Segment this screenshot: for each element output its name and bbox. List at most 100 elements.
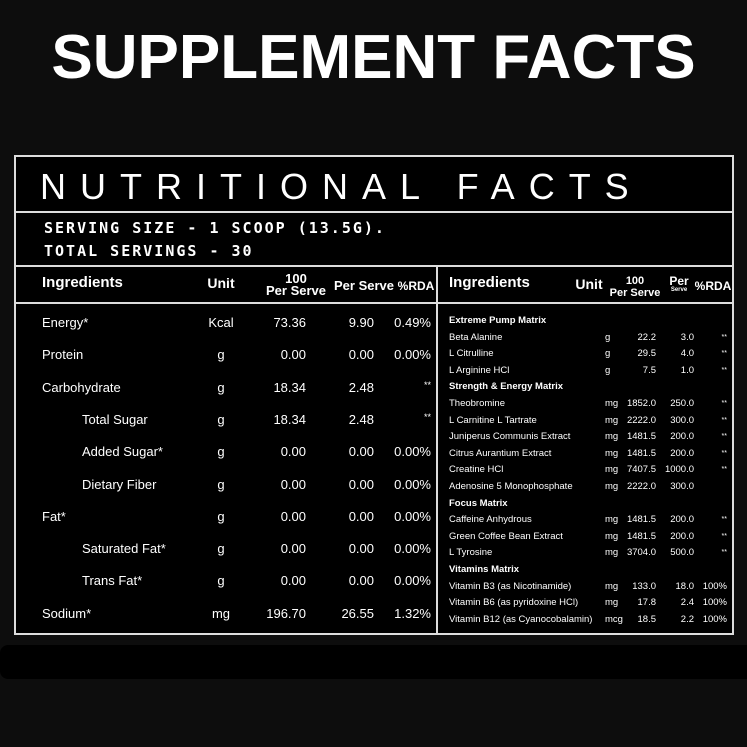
per-serve: 0.00 xyxy=(348,508,374,524)
table-row: L Arginine HCl g 7.5 1.0 ** xyxy=(16,365,732,379)
unit: mg xyxy=(605,597,619,609)
per-100: 0.00 xyxy=(280,476,306,492)
ingredient-name: Adenosine 5 Monophosphate xyxy=(449,481,573,492)
table-row: Fat* g 0.00 0.00 0.00% xyxy=(16,509,436,529)
rda: ** xyxy=(423,411,431,422)
divider xyxy=(16,302,732,304)
unit: g xyxy=(605,348,611,360)
ingredient-name: Energy* xyxy=(42,315,89,330)
rda: ** xyxy=(721,350,727,358)
per-100: 22.2 xyxy=(637,331,657,343)
rda: ** xyxy=(721,366,727,374)
per-serve: 300.0 xyxy=(670,414,694,426)
rda: 0.00% xyxy=(394,476,431,492)
divider xyxy=(16,211,732,213)
per-100: 196.70 xyxy=(266,605,306,621)
per-100: 1852.0 xyxy=(626,398,656,409)
ingredient-name: Added Sugar* xyxy=(82,444,163,460)
per-100: 133.0 xyxy=(632,580,656,592)
table-row: L Tyrosine mg 3704.0 500.0 ** xyxy=(16,547,732,561)
per-serve: 0.00 xyxy=(348,573,374,589)
section-title: Vitamins Matrix xyxy=(449,564,520,575)
ingredient-name: L Citrulline xyxy=(449,348,494,360)
table-row: Total Sugar g 18.34 2.48 ** xyxy=(16,412,436,432)
table-row: Sodium* mg 196.70 26.55 1.32% xyxy=(16,606,436,626)
table-row: Vitamin B12 (as Cyanocobalamin) mcg 18.5 2.… xyxy=(16,614,732,628)
rda: ** xyxy=(721,516,727,524)
ingredient-name: Total Sugar xyxy=(82,411,148,427)
ingredient-name: L Tyrosine xyxy=(449,547,493,559)
ingredient-name: Green Coffee Bean Extract xyxy=(449,530,563,542)
per-100: 7407.5 xyxy=(626,464,656,476)
per-serve: 9.90 xyxy=(348,315,374,330)
ingredient-name: Theobromine xyxy=(449,398,505,409)
section-title: Strength & Energy Matrix xyxy=(449,381,564,393)
rda: 0.49% xyxy=(394,315,431,330)
table-row: Dietary Fiber g 0.00 0.00 0.00% xyxy=(16,477,436,497)
per-100: 0.00 xyxy=(280,444,306,460)
per100-bottom: Per Serve xyxy=(266,283,326,298)
unit: mg xyxy=(605,464,619,476)
ingredient-name: Beta Alanine xyxy=(449,331,503,343)
unit: mg xyxy=(605,514,619,526)
per-serve: 2.4 xyxy=(680,597,694,609)
ingredient-name: L Arginine HCl xyxy=(449,364,510,376)
rda: ** xyxy=(721,449,727,457)
ingredient-name: Citrus Aurantium Extract xyxy=(449,447,552,459)
per-100: 1481.5 xyxy=(626,514,656,526)
per-100: 0.00 xyxy=(280,347,306,363)
ingredient-name: Trans Fat* xyxy=(82,573,143,589)
rda: 0.00% xyxy=(394,347,431,363)
rda: 0.00% xyxy=(394,573,431,589)
unit: g xyxy=(605,364,611,376)
per100-top: 100 xyxy=(285,271,307,286)
per-bottom: Serve xyxy=(670,287,688,293)
table-row: Saturated Fat* g 0.00 0.00 0.00% xyxy=(16,541,436,561)
rda: ** xyxy=(423,379,431,390)
right-header-ingredients: Ingredients xyxy=(449,274,530,291)
unit: g xyxy=(217,573,225,589)
unit: mg xyxy=(605,447,619,459)
per-100: 3704.0 xyxy=(626,547,656,559)
right-header-rda: %RDA xyxy=(694,279,732,293)
table-row: Added Sugar* g 0.00 0.00 0.00% xyxy=(16,444,436,464)
right-header-per-serve: Per Serve xyxy=(664,275,694,293)
nutrition-panel: NUTRITIONAL FACTS SERVING SIZE - 1 SCOOP… xyxy=(14,155,734,635)
rda: ** xyxy=(721,433,727,441)
table-row: Green Coffee Bean Extract mg 1481.5 200.0 ** xyxy=(16,531,732,545)
section-heading: Extreme Pump Matrix xyxy=(16,315,732,329)
per-serve: 0.00 xyxy=(348,541,374,557)
unit: g xyxy=(217,379,225,395)
page-title: SUPPLEMENT FACTS xyxy=(51,23,696,92)
table-row: Trans Fat* g 0.00 0.00 0.00% xyxy=(16,573,436,593)
per-serve: 0.00 xyxy=(348,444,374,460)
table-row: Carbohydrate g 18.34 2.48 ** xyxy=(16,380,436,400)
per-100: 2222.0 xyxy=(626,414,656,426)
rda: 0.00% xyxy=(394,508,431,524)
table-row: Juniperus Communis Extract mg 1481.5 200.0 *… xyxy=(16,431,732,445)
table-row: Energy* Kcal 73.36 9.90 0.49% xyxy=(16,315,436,335)
table-row: Creatine HCl mg 7407.5 1000.0 ** xyxy=(16,464,732,478)
per-serve: 200.0 xyxy=(670,514,694,526)
per-100: 18.34 xyxy=(273,411,306,427)
unit: g xyxy=(217,541,225,557)
per-100: 17.8 xyxy=(637,597,657,609)
rda: ** xyxy=(721,532,727,540)
ingredient-name: Vitamin B12 (as Cyanocobalamin) xyxy=(449,613,593,625)
per-100: 7.5 xyxy=(642,364,656,376)
rda: ** xyxy=(721,400,727,407)
per-serve: 1000.0 xyxy=(664,464,694,476)
ingredient-name: Saturated Fat* xyxy=(82,541,166,557)
ingredient-name: Fat* xyxy=(42,508,66,524)
rda: ** xyxy=(721,466,727,474)
left-header-per100: 100 Per Serve xyxy=(261,271,331,298)
per-100: 0.00 xyxy=(280,508,306,524)
section-title: Focus Matrix xyxy=(449,497,508,509)
per-100: 0.00 xyxy=(280,573,306,589)
table-row: Caffeine Anhydrous mg 1481.5 200.0 ** xyxy=(16,514,732,528)
ingredient-name: Sodium* xyxy=(42,605,92,621)
ingredient-name: L Carnitine L Tartrate xyxy=(449,414,537,426)
ingredient-name: Protein xyxy=(42,347,84,363)
left-header-unit: Unit xyxy=(207,275,235,291)
section-heading: Vitamins Matrix xyxy=(16,564,732,578)
